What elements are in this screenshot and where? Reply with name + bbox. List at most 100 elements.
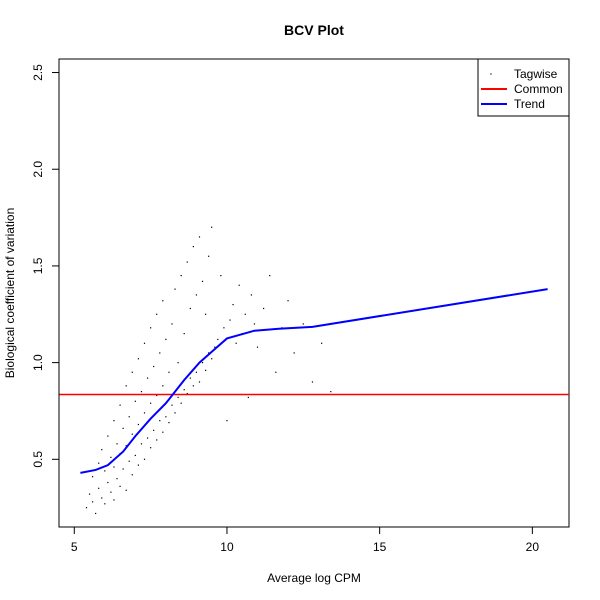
tagwise-point — [113, 466, 115, 468]
x-tick-label: 15 — [373, 540, 387, 554]
tagwise-point — [229, 319, 231, 321]
chart-title: BCV Plot — [284, 22, 344, 38]
y-axis: 0.5 1.0 1.5 2.0 2.5 — [31, 64, 60, 468]
tagwise-point — [214, 346, 216, 348]
tagwise-point — [143, 412, 146, 414]
x-tick-label: 5 — [71, 540, 78, 554]
tagwise-points — [85, 226, 332, 515]
y-tick-label: 2.5 — [31, 64, 45, 81]
tagwise-point — [98, 462, 100, 464]
tagwise-point — [247, 396, 249, 399]
tagwise-point — [208, 255, 210, 257]
tagwise-point — [140, 443, 143, 445]
tagwise-point — [302, 323, 304, 325]
tagwise-point — [174, 412, 176, 414]
tagwise-point — [91, 476, 94, 478]
tagwise-point — [275, 371, 277, 373]
tagwise-point — [204, 369, 207, 371]
tagwise-point — [125, 385, 127, 387]
tagwise-point — [171, 404, 173, 406]
tagwise-point — [104, 503, 106, 505]
x-axis-label: Average log CPM — [267, 571, 361, 585]
tagwise-point — [153, 429, 155, 431]
tagwise-point — [186, 261, 188, 263]
tagwise-point — [293, 352, 295, 354]
tagwise-point — [113, 420, 115, 422]
tagwise-point — [189, 377, 191, 379]
tagwise-point — [116, 478, 118, 480]
tagwise-point — [198, 381, 201, 383]
tagwise-point — [119, 404, 121, 406]
tagwise-point — [174, 288, 176, 290]
tagwise-point — [137, 358, 139, 360]
tagwise-point — [156, 313, 158, 315]
tagwise-point — [143, 342, 146, 344]
tagwise-point — [122, 468, 124, 470]
tagwise-point — [122, 427, 124, 429]
tagwise-point — [156, 439, 158, 441]
tagwise-point — [201, 280, 204, 282]
legend-box — [477, 58, 570, 117]
tagwise-point — [321, 342, 323, 344]
tagwise-point — [189, 307, 191, 310]
tagwise-point — [192, 245, 194, 248]
tagwise-point — [116, 443, 118, 445]
legend-point-symbol — [490, 73, 492, 75]
tagwise-point — [165, 338, 167, 341]
tagwise-point — [192, 385, 194, 387]
tagwise-point — [153, 365, 155, 368]
tagwise-point — [244, 313, 246, 315]
tagwise-point — [250, 294, 252, 296]
tagwise-point — [134, 454, 136, 457]
tagwise-point — [168, 421, 170, 424]
y-tick-label: 0.5 — [31, 451, 45, 468]
tagwise-point — [253, 323, 256, 325]
tagwise-point — [137, 423, 139, 426]
tagwise-point — [204, 313, 207, 315]
tagwise-point — [238, 284, 240, 286]
tagwise-point — [91, 501, 94, 503]
tagwise-point — [162, 300, 164, 302]
tagwise-point — [220, 275, 222, 277]
tagwise-point — [88, 493, 91, 495]
tagwise-point — [140, 391, 143, 393]
tagwise-point — [125, 445, 127, 447]
tagwise-point — [128, 460, 130, 462]
tagwise-point — [211, 358, 213, 360]
tagwise-point — [85, 507, 88, 509]
tagwise-point — [217, 338, 219, 341]
tagwise-point — [168, 371, 170, 373]
tagwise-point — [159, 420, 161, 422]
tagwise-point — [232, 304, 234, 306]
tagwise-point — [119, 485, 121, 487]
tagwise-point — [107, 435, 109, 437]
tagwise-point — [156, 394, 158, 397]
tagwise-point — [186, 392, 188, 395]
tagwise-point — [311, 381, 314, 383]
tagwise-point — [211, 226, 213, 228]
y-tick-label: 1.0 — [31, 354, 45, 371]
tagwise-point — [171, 323, 173, 325]
tagwise-point — [150, 327, 152, 329]
tagwise-point — [98, 487, 100, 489]
tagwise-point — [195, 294, 198, 296]
tagwise-point — [287, 300, 289, 302]
tagwise-point — [150, 402, 152, 404]
tagwise-point — [177, 396, 179, 399]
tagwise-point — [95, 512, 97, 515]
trend-line — [80, 288, 548, 474]
tagwise-point — [150, 447, 152, 449]
tagwise-point — [256, 346, 259, 348]
plot-area — [58, 58, 570, 528]
tagwise-point — [162, 431, 164, 433]
x-axis: 5 10 15 20 — [71, 526, 540, 554]
tagwise-point — [269, 275, 271, 277]
tagwise-point — [180, 402, 182, 404]
tagwise-point — [137, 464, 139, 466]
y-tick-label: 1.5 — [31, 257, 45, 274]
x-tick-label: 20 — [526, 540, 540, 554]
tagwise-point — [177, 362, 179, 364]
tagwise-point — [134, 400, 136, 402]
tagwise-point — [263, 307, 265, 310]
